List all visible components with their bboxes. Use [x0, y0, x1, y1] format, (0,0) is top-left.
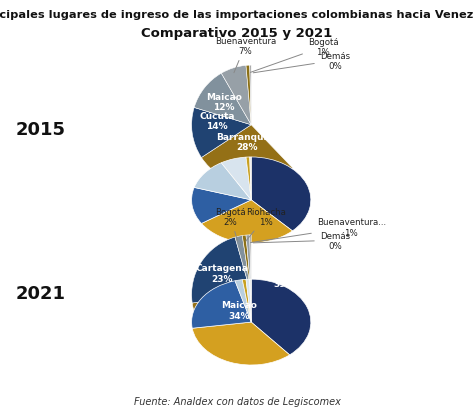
Text: Buenaventura
7%: Buenaventura 7%: [215, 37, 276, 74]
Wedge shape: [194, 74, 251, 126]
Wedge shape: [250, 66, 251, 126]
Text: Riohacha
1%: Riohacha 1%: [246, 207, 286, 242]
Wedge shape: [251, 280, 311, 355]
Wedge shape: [201, 200, 292, 243]
Text: Buenaventura...
1%: Buenaventura... 1%: [251, 218, 386, 243]
Wedge shape: [250, 158, 251, 200]
Wedge shape: [191, 281, 251, 328]
Text: Principales lugares de ingreso de las importaciones colombianas hacia Venezuela: Principales lugares de ingreso de las im…: [0, 10, 474, 20]
Text: Cúcuta
14%: Cúcuta 14%: [199, 112, 235, 131]
Text: 2015: 2015: [15, 121, 65, 139]
Wedge shape: [246, 280, 251, 322]
Text: Bogotá
1%: Bogotá 1%: [250, 38, 338, 73]
Wedge shape: [194, 164, 251, 200]
Text: Fuente: Analdex con datos de Legiscomex: Fuente: Analdex con datos de Legiscomex: [134, 396, 340, 406]
Text: Barranquilla
39%: Barranquilla 39%: [252, 269, 315, 288]
Wedge shape: [235, 280, 251, 322]
Text: Demás
0%: Demás 0%: [253, 231, 350, 250]
Wedge shape: [250, 235, 251, 295]
Wedge shape: [201, 126, 292, 185]
Text: 2021: 2021: [15, 284, 65, 302]
Text: Bogotá
2%: Bogotá 2%: [215, 207, 246, 242]
Wedge shape: [192, 322, 290, 365]
Text: Maicao
12%: Maicao 12%: [206, 93, 242, 112]
Wedge shape: [250, 280, 251, 322]
Wedge shape: [191, 237, 251, 303]
Text: Demás
0%: Demás 0%: [253, 52, 350, 74]
Wedge shape: [221, 158, 251, 200]
Wedge shape: [246, 235, 251, 295]
Wedge shape: [221, 66, 251, 126]
Wedge shape: [235, 236, 251, 295]
Wedge shape: [246, 158, 251, 200]
Wedge shape: [192, 295, 290, 354]
Wedge shape: [242, 280, 251, 322]
Text: Cartagena
23%: Cartagena 23%: [196, 264, 249, 283]
Wedge shape: [242, 235, 251, 295]
Wedge shape: [251, 158, 311, 231]
Text: Cartagena
38%: Cartagena 38%: [257, 99, 310, 118]
Wedge shape: [191, 188, 251, 224]
Text: Barranquilla
28%: Barranquilla 28%: [216, 133, 279, 152]
Wedge shape: [246, 66, 251, 126]
Text: Maicao
34%: Maicao 34%: [221, 301, 257, 320]
Wedge shape: [191, 108, 251, 158]
Text: Comparativo 2015 y 2021: Comparativo 2015 y 2021: [141, 27, 333, 40]
